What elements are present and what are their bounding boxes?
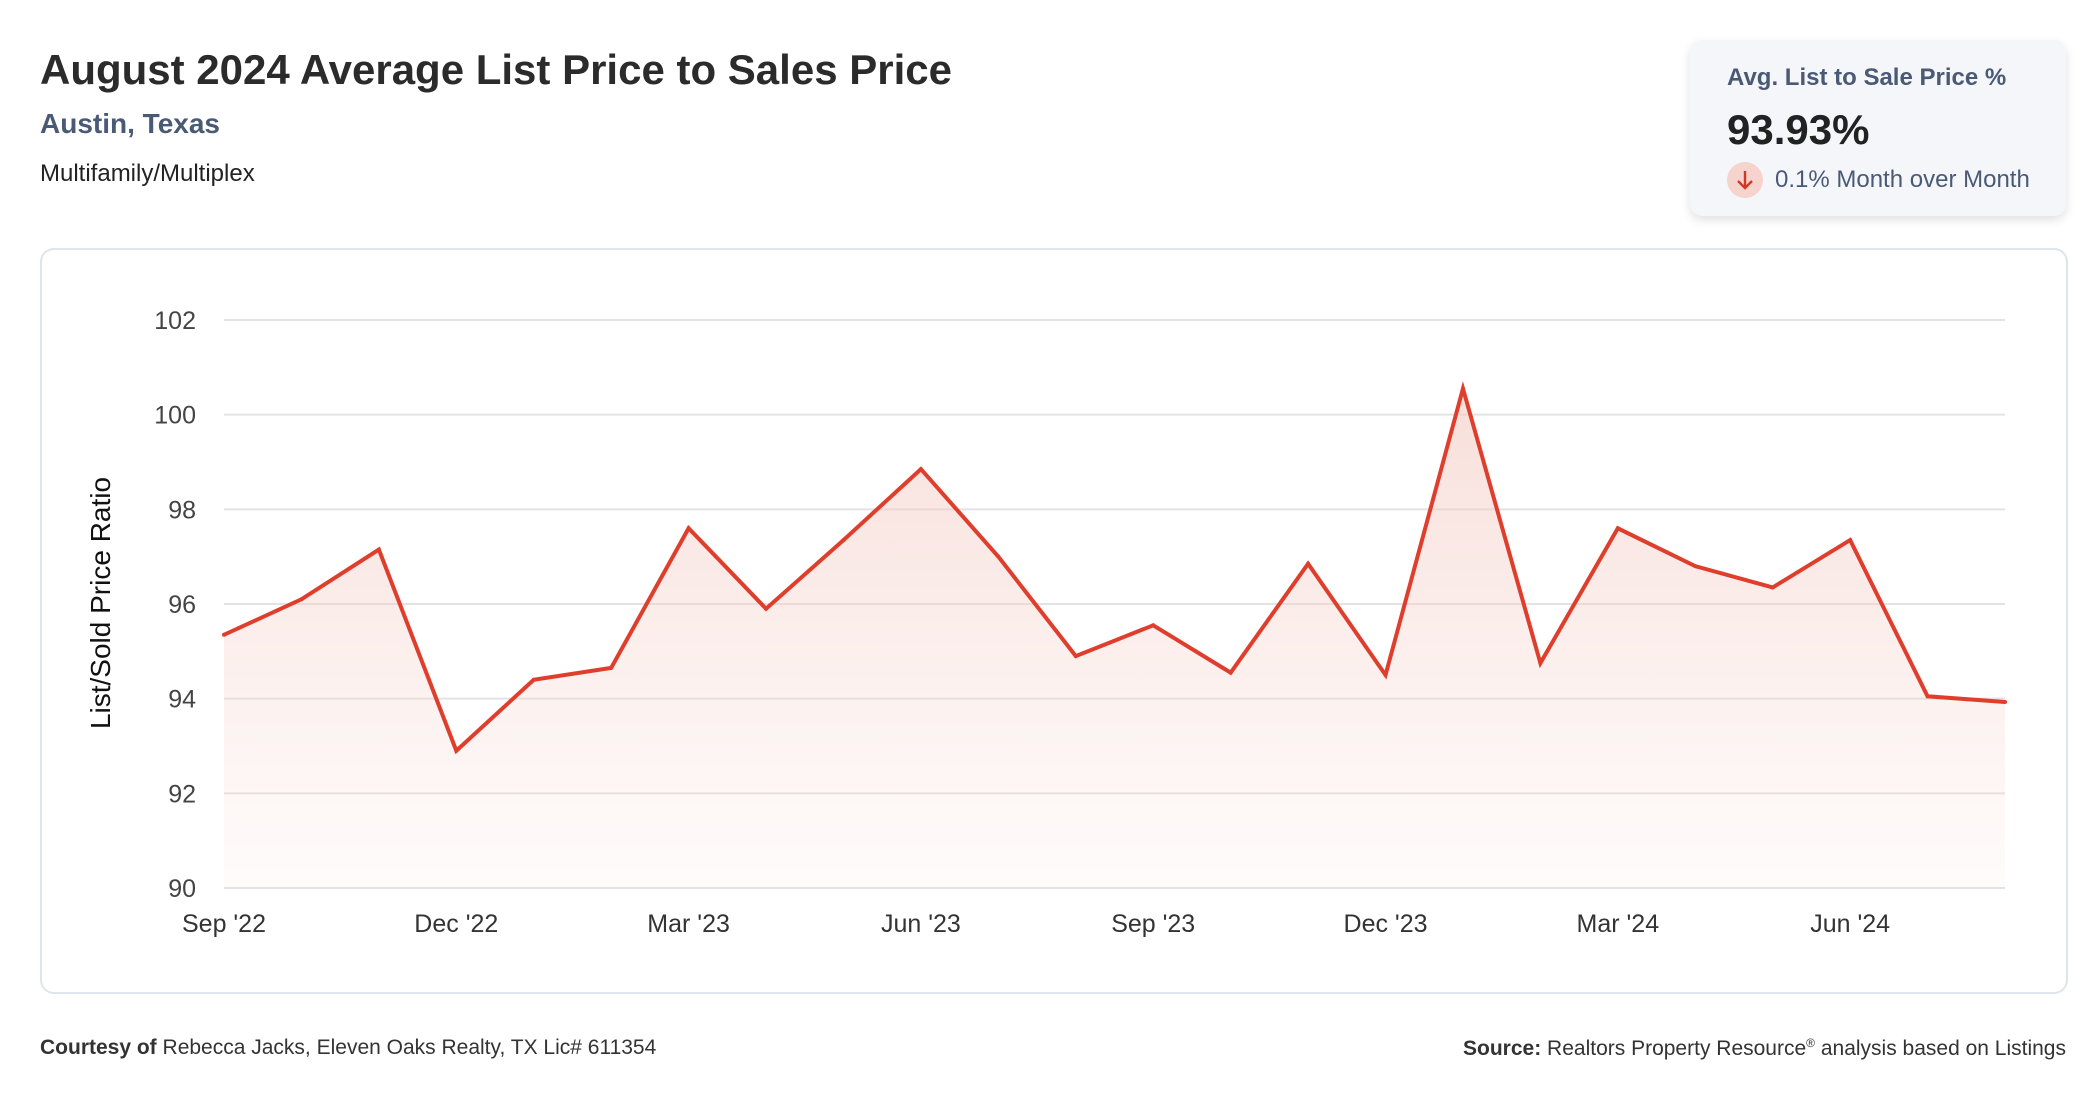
data-point bbox=[1383, 673, 1388, 677]
y-tick-label: 96 bbox=[168, 591, 196, 619]
data-point bbox=[1228, 670, 1233, 675]
data-point bbox=[299, 597, 304, 602]
data-point bbox=[1151, 623, 1156, 628]
area-fill bbox=[224, 388, 2005, 888]
data-point bbox=[1925, 694, 1930, 699]
data-point bbox=[764, 606, 769, 611]
kpi-card: Avg. List to Sale Price % 93.93% 0.1% Mo… bbox=[1690, 40, 2066, 216]
data-point bbox=[918, 467, 923, 472]
arrow-down-icon bbox=[1727, 162, 1763, 198]
line-chart: 90 92 94 96 98 100 102 Sep '22 Dec '22 Mar '23 Ju… bbox=[85, 307, 2007, 938]
y-tick-label: 92 bbox=[168, 780, 196, 808]
chart-container: 90 92 94 96 98 100 102 Sep '22 Dec '22 Mar '23 Ju… bbox=[40, 248, 2068, 994]
y-axis-label: List/Sold Price Ratio bbox=[85, 477, 116, 729]
x-tick-label: Mar '24 bbox=[1577, 910, 1660, 938]
source-label: Source: bbox=[1463, 1037, 1542, 1060]
x-tick-label: Jun '23 bbox=[881, 910, 961, 938]
courtesy-text: Courtesy of Rebecca Jacks, Eleven Oaks R… bbox=[40, 1036, 656, 1060]
registered-mark: ® bbox=[1806, 1036, 1815, 1050]
data-point bbox=[1615, 526, 1620, 531]
kpi-change: 0.1% Month over Month bbox=[1727, 162, 2030, 198]
y-tick-label: 100 bbox=[154, 402, 196, 430]
y-tick-label: 94 bbox=[168, 686, 196, 714]
y-tick-label: 90 bbox=[168, 875, 196, 903]
data-point bbox=[1306, 561, 1311, 566]
source-tail: analysis based on Listings bbox=[1815, 1037, 2066, 1060]
data-point bbox=[841, 538, 846, 543]
courtesy-label: Courtesy of bbox=[40, 1036, 157, 1059]
data-point bbox=[1073, 654, 1078, 659]
y-tick-label: 98 bbox=[168, 496, 196, 524]
source-value: Realtors Property Resource bbox=[1547, 1037, 1807, 1060]
kpi-label: Avg. List to Sale Price % bbox=[1727, 64, 2007, 91]
series-line bbox=[223, 381, 2006, 755]
data-point bbox=[222, 632, 226, 637]
data-point bbox=[996, 554, 1001, 559]
courtesy-value: Rebecca Jacks, Eleven Oaks Realty, TX Li… bbox=[162, 1036, 657, 1059]
data-point bbox=[1770, 585, 1775, 590]
data-point bbox=[1848, 538, 1853, 543]
data-point bbox=[1538, 661, 1543, 666]
property-type: Multifamily/Multiplex bbox=[40, 160, 255, 187]
x-tick-label: Sep '23 bbox=[1111, 910, 1195, 938]
location-subtitle: Austin, Texas bbox=[40, 108, 220, 139]
data-point bbox=[1693, 564, 1698, 569]
x-tick-label: Dec '22 bbox=[414, 910, 498, 938]
page-title: August 2024 Average List Price to Sales … bbox=[40, 46, 952, 93]
x-tick-label: Dec '23 bbox=[1344, 910, 1428, 938]
data-point bbox=[2003, 699, 2007, 704]
y-tick-label: 102 bbox=[154, 307, 196, 335]
data-point bbox=[609, 665, 614, 670]
data-point bbox=[454, 748, 459, 753]
kpi-change-text: 0.1% Month over Month bbox=[1775, 166, 2030, 193]
x-tick-label: Sep '22 bbox=[182, 910, 266, 938]
x-tick-label: Jun '24 bbox=[1810, 910, 1890, 938]
data-point bbox=[376, 547, 381, 552]
x-tick-label: Mar '23 bbox=[647, 910, 730, 938]
data-point bbox=[1460, 386, 1465, 391]
kpi-value: 93.93% bbox=[1727, 106, 1870, 153]
data-point bbox=[686, 526, 691, 531]
data-point bbox=[531, 677, 536, 682]
source-text: Source: Realtors Property Resource® anal… bbox=[1463, 1036, 2066, 1061]
